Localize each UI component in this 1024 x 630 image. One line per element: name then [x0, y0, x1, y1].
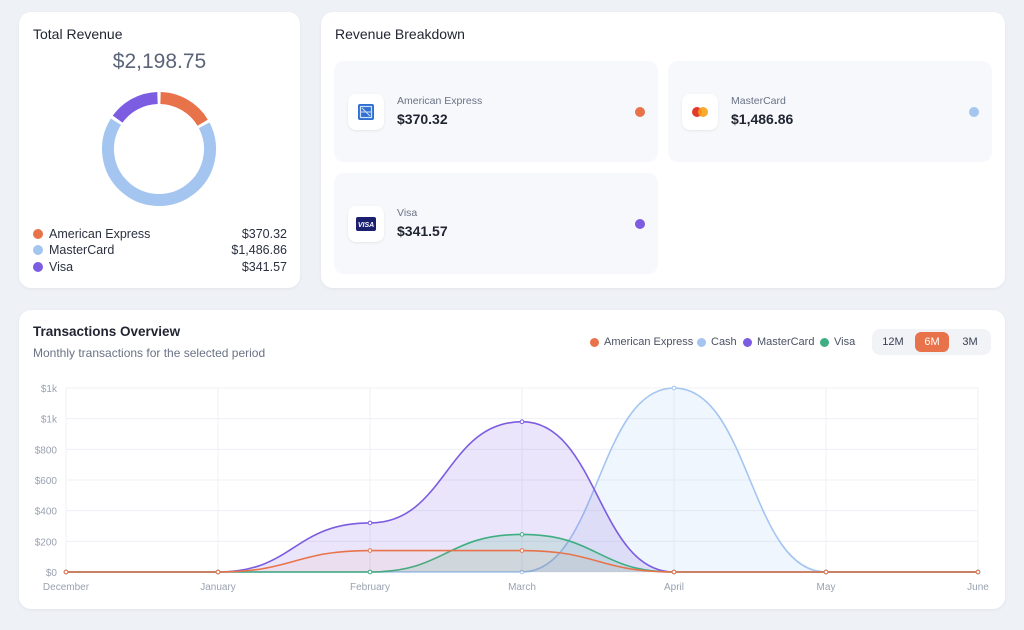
legend-label: MasterCard [757, 336, 815, 348]
legend-row-mastercard: MasterCard $1,486.86 [33, 243, 287, 259]
legend-row-amex: American Express $370.32 [33, 227, 287, 243]
series-area-visa [66, 534, 978, 572]
legend-value: $341.57 [241, 260, 287, 274]
series-point-cash [671, 385, 677, 391]
revenue-breakdown-card: Revenue Breakdown American Express $370.… [321, 12, 1005, 288]
series-point-mastercard [367, 520, 373, 526]
legend-label: Visa [49, 260, 74, 274]
donut-slice-visa[interactable] [112, 92, 158, 123]
legend-value: $1,486.86 [231, 243, 287, 257]
mastercard-legend-dot [743, 338, 752, 347]
revenue-donut-chart [102, 92, 216, 206]
total-revenue-card: Total Revenue $2,198.75 American Express… [19, 12, 300, 288]
breakdown-tile-amex[interactable]: American Express $370.32 [334, 61, 658, 162]
x-tick-label: February [350, 582, 390, 593]
legend-label: MasterCard [49, 243, 115, 257]
revenue-breakdown-title: Revenue Breakdown [335, 26, 465, 42]
breakdown-tile-visa[interactable]: VISA Visa $341.57 [334, 173, 658, 274]
legend-label: American Express [49, 227, 151, 241]
visa-legend-dot [33, 262, 43, 272]
y-tick-label: $0 [46, 568, 58, 579]
y-tick-label: $200 [35, 537, 58, 548]
series-area-american-express [66, 550, 978, 572]
tile-label: MasterCard [731, 95, 786, 107]
amex-legend-dot [590, 338, 599, 347]
range-12m-button[interactable]: 12M [882, 336, 904, 348]
y-tick-label: $600 [35, 476, 58, 487]
amex-card-icon [348, 94, 384, 130]
legend-label: Visa [834, 336, 856, 348]
tile-label: Visa [397, 207, 418, 219]
series-point-american-express [215, 569, 221, 575]
series-point-mastercard [519, 419, 525, 425]
mastercard-icon [682, 94, 718, 130]
series-area-cash [66, 388, 978, 572]
total-revenue-amount: $2,198.75 [112, 50, 207, 73]
y-tick-label: $1k [41, 384, 58, 395]
y-tick-label: $400 [35, 507, 58, 518]
donut-slice-mastercard[interactable] [102, 118, 216, 206]
visa-legend-dot [820, 338, 829, 347]
legend-row-visa: Visa $341.57 [33, 260, 287, 276]
series-point-american-express [975, 569, 981, 575]
x-tick-label: April [664, 582, 684, 593]
range-6m-button[interactable]: 6M [915, 332, 949, 352]
x-tick-label: January [200, 582, 236, 593]
amex-legend-dot [33, 229, 43, 239]
amex-dot [635, 107, 645, 117]
visa-card-icon: VISA [348, 206, 384, 242]
cash-legend-dot [697, 338, 706, 347]
y-tick-label: $800 [35, 445, 58, 456]
breakdown-tile-mastercard[interactable]: MasterCard $1,486.86 [668, 61, 992, 162]
total-revenue-title: Total Revenue [33, 26, 123, 42]
series-point-american-express [519, 548, 525, 553]
transactions-overview-card: $0 $200 $400 $600 $800 $1k $1k December January F… [19, 310, 1005, 609]
series-point-american-express [367, 548, 373, 553]
range-3m-button[interactable]: 3M [962, 336, 978, 348]
legend-label: Cash [711, 336, 737, 348]
transactions-chart: $0 $200 $400 $600 $800 $1k $1k December January F… [35, 384, 990, 593]
x-tick-label: June [967, 582, 989, 593]
series-point-visa [367, 569, 373, 575]
legend-value: $370.32 [241, 227, 287, 241]
mastercard-legend-dot [33, 245, 43, 255]
range-selector: 12M 6M 3M [872, 329, 991, 355]
series-point-american-express [823, 569, 829, 575]
visa-icon-text: VISA [358, 222, 374, 229]
donut-slice-american-express[interactable] [160, 92, 208, 127]
transactions-title: Transactions Overview [33, 324, 181, 339]
series-point-cash [519, 569, 525, 575]
legend-label: American Express [604, 336, 694, 348]
tile-value: $370.32 [397, 111, 448, 127]
x-tick-label: May [817, 582, 836, 593]
tile-label: American Express [397, 95, 483, 107]
series-point-visa [519, 532, 525, 537]
series-point-american-express [671, 569, 677, 575]
visa-dot [635, 219, 645, 229]
series-area-mastercard [66, 421, 978, 572]
x-tick-label: March [508, 582, 536, 593]
tile-value: $341.57 [397, 223, 448, 239]
series-point-american-express [63, 569, 69, 575]
transactions-subtitle: Monthly transactions for the selected pe… [33, 346, 266, 360]
x-tick-label: December [43, 582, 90, 593]
mastercard-dot [969, 107, 979, 117]
y-tick-label: $1k [41, 415, 58, 426]
tile-value: $1,486.86 [731, 111, 794, 127]
